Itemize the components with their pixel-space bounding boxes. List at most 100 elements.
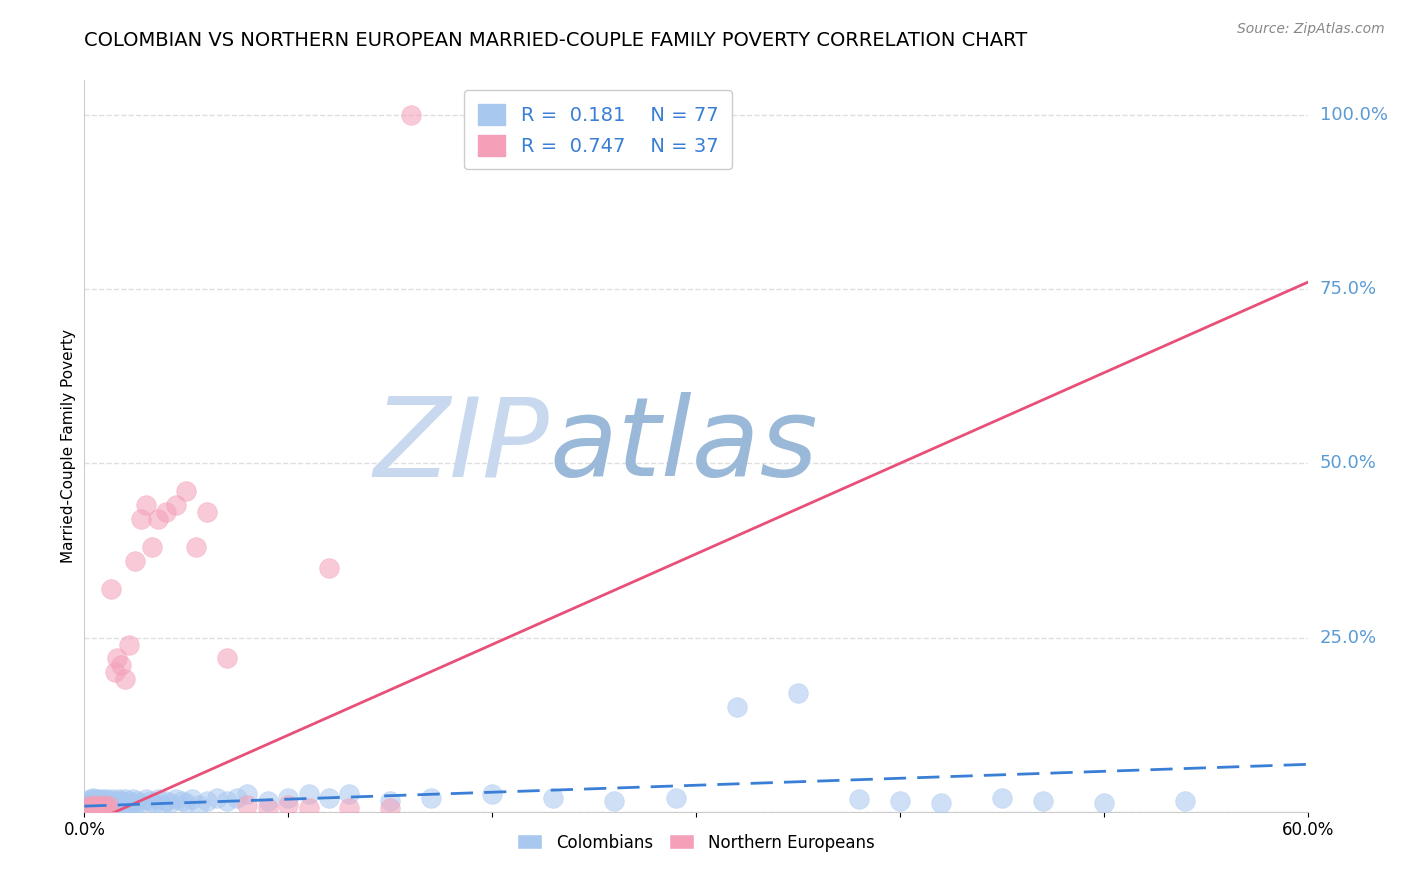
Point xyxy=(104,794,127,808)
Text: 75.0%: 75.0% xyxy=(1320,280,1376,298)
Point xyxy=(380,801,402,815)
Point xyxy=(114,792,136,806)
Point xyxy=(155,505,177,519)
Text: COLOMBIAN VS NORTHERN EUROPEAN MARRIED-COUPLE FAMILY POVERTY CORRELATION CHART: COLOMBIAN VS NORTHERN EUROPEAN MARRIED-C… xyxy=(84,31,1028,50)
Point xyxy=(380,794,402,808)
Point xyxy=(82,790,104,805)
Point xyxy=(91,799,114,814)
Point xyxy=(187,797,209,812)
Point xyxy=(339,801,361,815)
Point xyxy=(725,700,748,714)
Point xyxy=(90,794,112,808)
Point xyxy=(93,797,115,812)
Point xyxy=(135,498,157,512)
Point xyxy=(97,794,120,808)
Point xyxy=(150,797,173,812)
Point xyxy=(115,797,138,812)
Point xyxy=(79,801,101,815)
Point xyxy=(195,794,218,808)
Point xyxy=(195,505,218,519)
Point xyxy=(146,512,169,526)
Point xyxy=(339,787,361,801)
Point xyxy=(124,554,146,568)
Point xyxy=(298,787,321,801)
Point xyxy=(97,799,120,814)
Point xyxy=(889,794,911,808)
Point xyxy=(277,797,299,812)
Point xyxy=(93,797,115,812)
Point xyxy=(665,790,688,805)
Point xyxy=(77,794,100,808)
Point xyxy=(205,790,228,805)
Point xyxy=(181,792,204,806)
Point xyxy=(929,797,952,811)
Point xyxy=(155,794,177,808)
Point xyxy=(1092,797,1115,811)
Point xyxy=(236,797,259,812)
Point xyxy=(75,799,97,814)
Point xyxy=(86,794,108,808)
Point xyxy=(83,797,105,811)
Point xyxy=(96,801,118,815)
Point xyxy=(138,794,160,808)
Point xyxy=(79,797,101,811)
Point xyxy=(217,794,239,808)
Point xyxy=(787,686,810,700)
Point xyxy=(83,799,105,814)
Point xyxy=(96,792,118,806)
Point xyxy=(104,665,127,680)
Point xyxy=(118,794,141,808)
Point xyxy=(217,651,239,665)
Point xyxy=(131,797,153,811)
Point xyxy=(122,792,145,806)
Text: Source: ZipAtlas.com: Source: ZipAtlas.com xyxy=(1237,22,1385,37)
Text: atlas: atlas xyxy=(550,392,818,500)
Point xyxy=(603,794,626,808)
Point xyxy=(165,498,187,512)
Point xyxy=(135,792,157,806)
Point xyxy=(105,797,128,812)
Point xyxy=(172,794,194,808)
Point xyxy=(82,794,104,808)
Point xyxy=(90,801,112,815)
Point xyxy=(110,794,132,808)
Text: 25.0%: 25.0% xyxy=(1320,629,1376,647)
Text: ZIP: ZIP xyxy=(374,392,550,500)
Point xyxy=(114,673,136,687)
Point xyxy=(318,790,340,805)
Y-axis label: Married-Couple Family Poverty: Married-Couple Family Poverty xyxy=(60,329,76,563)
Point xyxy=(83,797,105,812)
Point xyxy=(77,799,100,814)
Point xyxy=(90,797,112,812)
Text: 50.0%: 50.0% xyxy=(1320,454,1376,473)
Point xyxy=(848,792,870,806)
Point xyxy=(96,797,118,811)
Point xyxy=(87,792,110,806)
Point xyxy=(186,540,208,554)
Point xyxy=(86,797,108,812)
Point xyxy=(174,797,197,811)
Point xyxy=(481,787,503,801)
Point xyxy=(174,484,197,499)
Legend: Colombians, Northern Europeans: Colombians, Northern Europeans xyxy=(510,827,882,858)
Point xyxy=(543,790,565,805)
Point xyxy=(1174,794,1197,808)
Point xyxy=(141,540,163,554)
Point xyxy=(91,797,114,811)
Point xyxy=(86,801,108,815)
Point xyxy=(399,108,422,122)
Point xyxy=(257,801,280,815)
Point xyxy=(124,797,146,812)
Point xyxy=(112,797,135,811)
Point xyxy=(257,794,280,808)
Point xyxy=(93,794,115,808)
Point xyxy=(87,799,110,814)
Point xyxy=(131,512,153,526)
Point xyxy=(298,801,321,815)
Point xyxy=(420,790,443,805)
Point xyxy=(108,792,131,806)
Point xyxy=(127,794,149,808)
Point xyxy=(83,792,105,806)
Point xyxy=(1032,794,1054,808)
Point xyxy=(318,561,340,575)
